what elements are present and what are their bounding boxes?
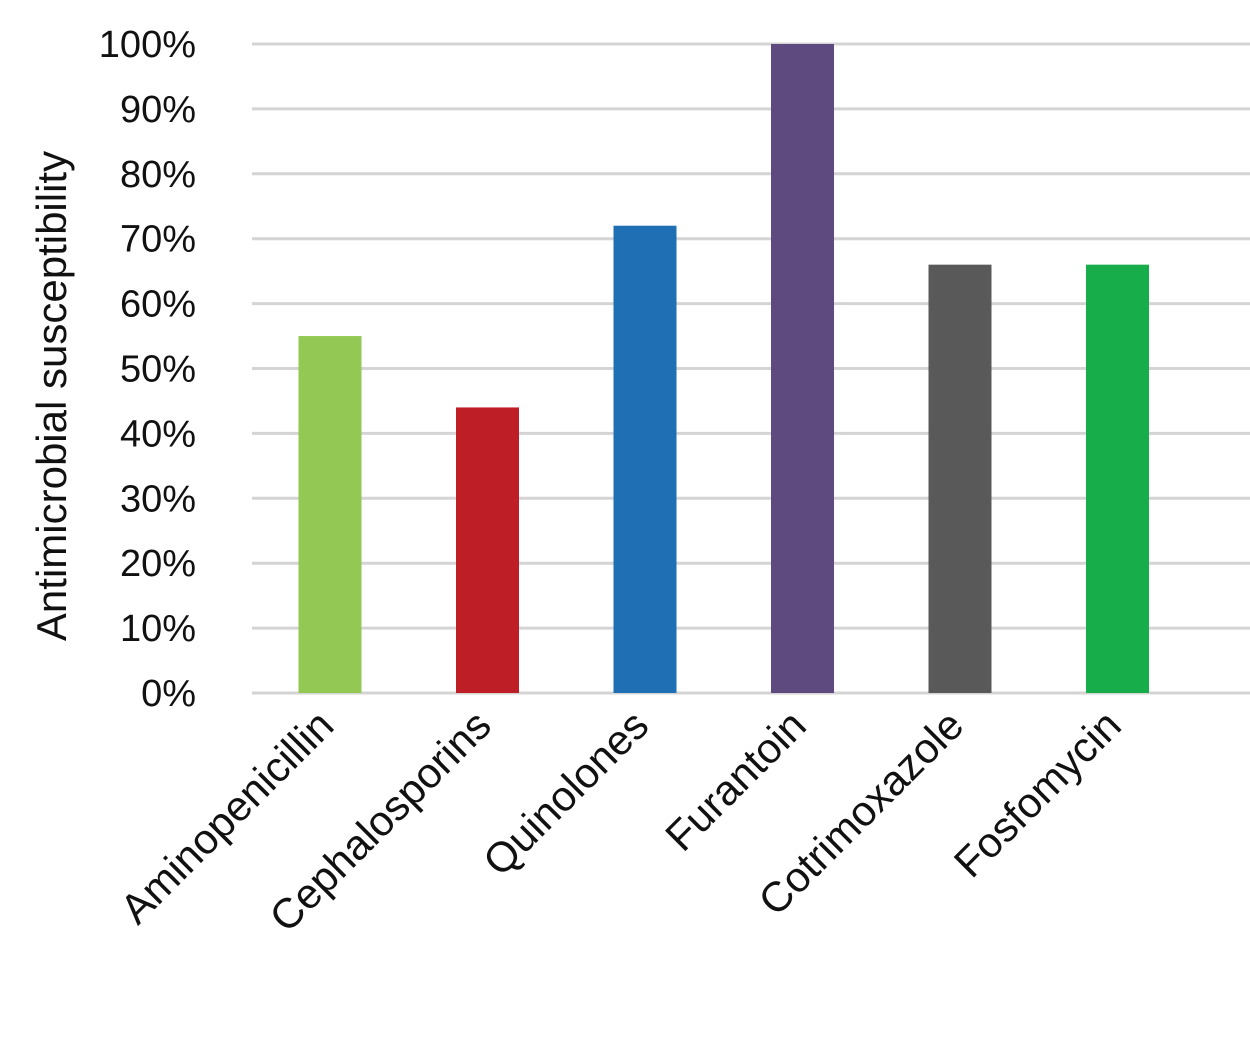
y-tick-label: 20% [120,543,196,585]
x-category-label: Furantoin [656,701,815,860]
y-tick-label: 30% [120,478,196,520]
y-axis-ticks: 0% 10% 20% 30% 40% 50% 60% 70% 80% 90% 100% [99,24,196,715]
y-tick-label: 90% [120,89,196,131]
bar-aminopenicillin [298,336,362,693]
bar-cephalosporins [456,407,519,693]
y-axis-title: Antimicrobial susceptibility [28,151,75,641]
x-axis-labels: AminopenicillinCephalosporinsQuinolonesF… [111,701,1130,941]
y-tick-label: 10% [120,608,196,650]
gridlines [252,42,1250,695]
bar-cotrimoxazole [928,264,992,693]
y-tick-label: 50% [120,349,196,391]
bar-fosfomycin [1086,264,1149,693]
y-tick-label: 0% [141,673,196,715]
x-category-label: Fosfomycin [945,701,1130,886]
bars [298,44,1149,693]
y-tick-label: 100% [99,24,196,66]
x-category-label: Quinolones [474,701,657,884]
y-tick-label: 70% [120,219,196,261]
bar-furantoin [771,44,834,693]
y-tick-label: 60% [120,284,196,326]
y-tick-label: 40% [120,413,196,455]
bar-quinolones [613,225,677,693]
y-tick-label: 80% [120,154,196,196]
